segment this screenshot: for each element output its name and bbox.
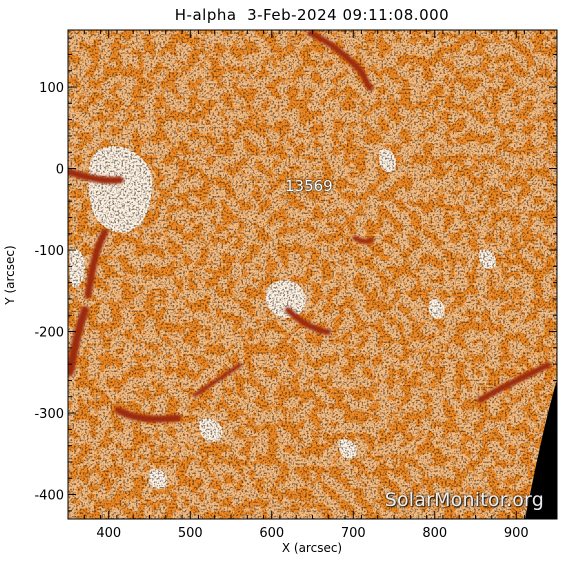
x-axis-label: X (arcsec) bbox=[282, 541, 342, 555]
x-tick-label: 900 bbox=[504, 526, 529, 541]
solarmonitor-watermark: SolarMonitor.org bbox=[384, 489, 544, 511]
y-tick-label: -100 bbox=[34, 244, 64, 259]
y-tick-label: -200 bbox=[34, 326, 64, 341]
active-region-label: 13569 bbox=[285, 177, 333, 195]
x-tick-label: 800 bbox=[422, 526, 447, 541]
y-tick-label: -400 bbox=[34, 489, 64, 504]
x-tick-label: 500 bbox=[178, 526, 203, 541]
y-tick-label: 0 bbox=[56, 163, 64, 178]
x-tick-label: 600 bbox=[259, 526, 284, 541]
x-tick-label: 700 bbox=[341, 526, 366, 541]
y-tick-label: 100 bbox=[39, 81, 64, 96]
figure-title: H-alpha 3-Feb-2024 09:11:08.000 bbox=[174, 6, 450, 24]
solar-image bbox=[68, 30, 557, 519]
x-tick-label: 400 bbox=[96, 526, 121, 541]
filaments bbox=[68, 30, 551, 423]
chromospheric-network bbox=[68, 30, 557, 519]
y-tick-label: -300 bbox=[34, 407, 64, 422]
off-limb-region bbox=[525, 380, 557, 519]
y-axis-label: Y (arcsec) bbox=[3, 245, 17, 305]
